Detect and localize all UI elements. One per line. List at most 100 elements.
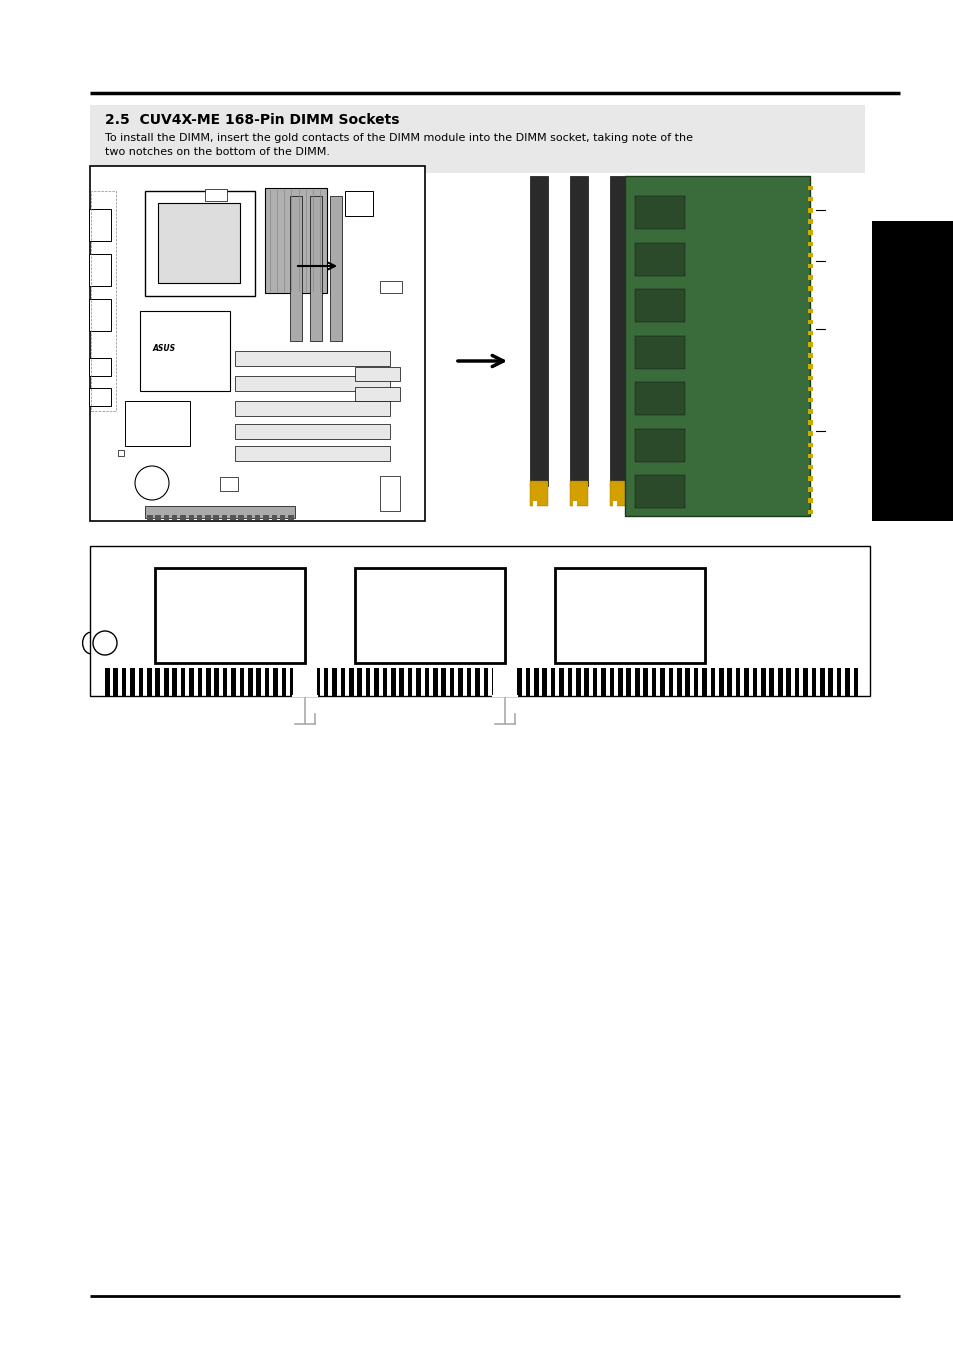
- Text: 2.5  CUV4X-ME 168-Pin DIMM Sockets: 2.5 CUV4X-ME 168-Pin DIMM Sockets: [105, 113, 399, 127]
- Text: ASUS: ASUS: [152, 345, 175, 354]
- Text: To install the DIMM, insert the gold contacts of the DIMM module into the DIMM s: To install the DIMM, insert the gold con…: [105, 132, 692, 143]
- Bar: [205, 189, 227, 201]
- Bar: [807, 185, 812, 190]
- Bar: [330, 196, 341, 340]
- Bar: [807, 197, 812, 201]
- Bar: [807, 397, 812, 403]
- Bar: [550, 667, 555, 696]
- Bar: [836, 667, 841, 696]
- Bar: [246, 515, 252, 520]
- Bar: [230, 515, 235, 520]
- Bar: [635, 428, 684, 462]
- Bar: [391, 667, 395, 696]
- Bar: [323, 667, 328, 696]
- Bar: [517, 667, 521, 696]
- Bar: [441, 667, 446, 696]
- Bar: [231, 667, 235, 696]
- Bar: [534, 667, 538, 696]
- Bar: [475, 667, 479, 696]
- Bar: [807, 488, 812, 492]
- Bar: [234, 424, 390, 439]
- Bar: [379, 476, 399, 511]
- Bar: [569, 481, 587, 507]
- Bar: [807, 431, 812, 436]
- Bar: [807, 263, 812, 269]
- Bar: [807, 420, 812, 424]
- Bar: [254, 515, 260, 520]
- Bar: [90, 166, 424, 521]
- Bar: [492, 667, 496, 696]
- Bar: [807, 231, 812, 235]
- Bar: [379, 281, 401, 293]
- Bar: [807, 409, 812, 413]
- Bar: [807, 242, 812, 246]
- Bar: [248, 667, 253, 696]
- Bar: [154, 567, 305, 663]
- Bar: [735, 667, 740, 696]
- Bar: [450, 667, 454, 696]
- Bar: [158, 203, 240, 282]
- Bar: [164, 667, 169, 696]
- Bar: [314, 667, 319, 696]
- Bar: [140, 311, 230, 390]
- Bar: [807, 499, 812, 503]
- Bar: [189, 667, 193, 696]
- Bar: [811, 667, 816, 696]
- Bar: [90, 105, 864, 173]
- Bar: [163, 515, 169, 520]
- Bar: [785, 667, 790, 696]
- Bar: [91, 190, 116, 411]
- Bar: [172, 515, 177, 520]
- Bar: [466, 667, 471, 696]
- Bar: [433, 667, 437, 696]
- Bar: [196, 515, 202, 520]
- Bar: [90, 546, 869, 696]
- Bar: [155, 515, 161, 520]
- Bar: [122, 667, 127, 696]
- Bar: [345, 190, 373, 216]
- Bar: [89, 299, 111, 331]
- Bar: [147, 667, 152, 696]
- Bar: [234, 351, 390, 366]
- Bar: [499, 667, 504, 696]
- Bar: [416, 667, 420, 696]
- Bar: [355, 367, 399, 381]
- Bar: [635, 476, 684, 508]
- Bar: [424, 667, 429, 696]
- Bar: [584, 667, 588, 696]
- Bar: [355, 567, 504, 663]
- Bar: [807, 331, 812, 335]
- Bar: [613, 501, 617, 509]
- Bar: [533, 501, 537, 509]
- Bar: [807, 376, 812, 380]
- Bar: [844, 667, 849, 696]
- Bar: [853, 667, 858, 696]
- Bar: [180, 515, 186, 520]
- Bar: [290, 196, 302, 340]
- Bar: [807, 208, 812, 212]
- Bar: [635, 335, 684, 369]
- Bar: [508, 667, 513, 696]
- Bar: [118, 450, 124, 457]
- Bar: [105, 667, 110, 696]
- Bar: [256, 667, 261, 696]
- Bar: [618, 667, 622, 696]
- Text: two notches on the bottom of the DIMM.: two notches on the bottom of the DIMM.: [105, 147, 330, 157]
- Bar: [600, 667, 605, 696]
- Bar: [357, 667, 361, 696]
- Bar: [807, 308, 812, 313]
- Bar: [89, 358, 111, 376]
- Bar: [807, 253, 812, 257]
- Bar: [569, 176, 587, 486]
- Bar: [89, 254, 111, 286]
- Bar: [592, 667, 597, 696]
- Bar: [290, 667, 294, 696]
- Bar: [197, 667, 202, 696]
- Bar: [794, 667, 799, 696]
- Bar: [125, 401, 190, 446]
- Bar: [131, 667, 134, 696]
- Bar: [145, 507, 294, 517]
- Bar: [609, 176, 627, 486]
- Bar: [147, 515, 152, 520]
- Bar: [399, 667, 403, 696]
